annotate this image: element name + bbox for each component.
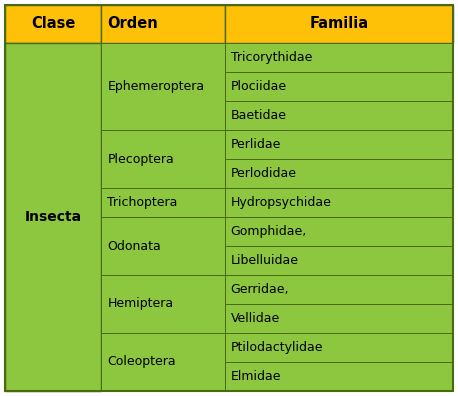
Bar — [5, 5, 101, 43]
Text: Hydropsychidae: Hydropsychidae — [230, 196, 332, 209]
Bar — [224, 159, 453, 188]
Bar — [224, 5, 453, 43]
Bar — [224, 362, 453, 391]
Text: Trichoptera: Trichoptera — [107, 196, 178, 209]
Bar — [224, 72, 453, 101]
Bar — [101, 188, 224, 217]
Text: Ptilodactylidae: Ptilodactylidae — [230, 341, 323, 354]
Text: Insecta: Insecta — [25, 210, 82, 224]
Bar — [101, 275, 224, 333]
Bar — [101, 217, 224, 275]
Text: Odonata: Odonata — [107, 240, 161, 253]
Bar — [224, 304, 453, 333]
Text: Coleoptera: Coleoptera — [107, 356, 176, 369]
Bar — [224, 43, 453, 72]
Text: Elmidae: Elmidae — [230, 370, 281, 383]
Text: Gomphidae,: Gomphidae, — [230, 225, 307, 238]
Bar — [101, 130, 224, 188]
Text: Tricorythidae: Tricorythidae — [230, 51, 312, 64]
Text: Plociidae: Plociidae — [230, 80, 287, 93]
Bar — [101, 43, 224, 130]
Text: Ephemeroptera: Ephemeroptera — [107, 80, 204, 93]
Text: Vellidae: Vellidae — [230, 312, 280, 325]
Bar — [224, 130, 453, 159]
Text: Libelluidae: Libelluidae — [230, 254, 299, 267]
Text: Perlidae: Perlidae — [230, 138, 281, 151]
Bar — [224, 333, 453, 362]
Text: Gerridae,: Gerridae, — [230, 283, 289, 296]
Bar — [224, 217, 453, 246]
Bar — [101, 333, 224, 391]
Text: Baetidae: Baetidae — [230, 109, 287, 122]
Text: Hemiptera: Hemiptera — [107, 297, 174, 310]
Text: Perlodidae: Perlodidae — [230, 167, 296, 180]
Bar — [224, 101, 453, 130]
Text: Clase: Clase — [31, 17, 76, 32]
Text: Orden: Orden — [107, 17, 158, 32]
Bar — [101, 5, 224, 43]
Bar — [224, 246, 453, 275]
Bar — [5, 43, 101, 391]
Text: Familia: Familia — [309, 17, 368, 32]
Bar — [224, 275, 453, 304]
Bar — [224, 188, 453, 217]
Text: Plecoptera: Plecoptera — [107, 152, 174, 166]
